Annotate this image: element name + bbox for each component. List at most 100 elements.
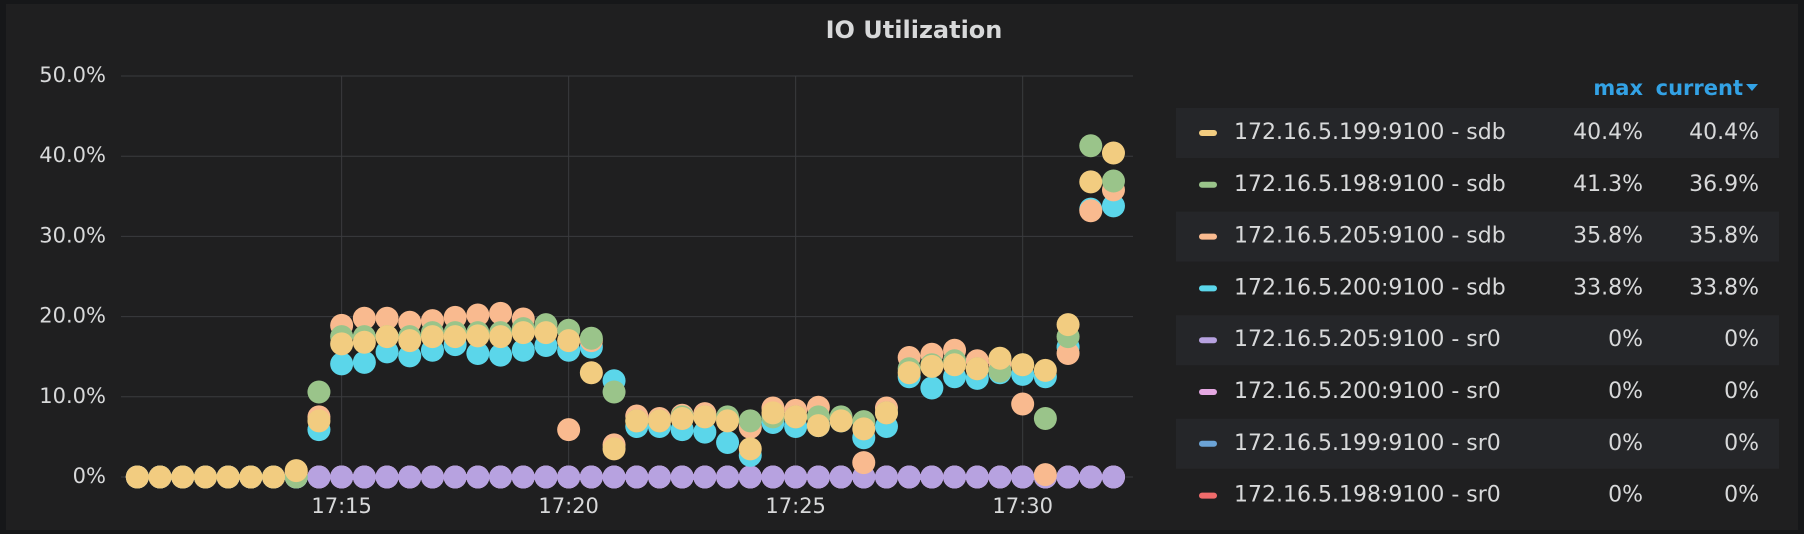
legend-label[interactable]: 172.16.5.205:9100 - sdb (1234, 224, 1506, 249)
x-tick-label: 17:15 (311, 494, 372, 518)
y-tick-label: 0% (73, 464, 106, 488)
data-point (307, 409, 331, 433)
legend-label[interactable]: 172.16.5.200:9100 - sr0 (1234, 379, 1501, 404)
data-point (579, 361, 603, 385)
legend-max: 41.3% (1573, 172, 1643, 197)
data-point (602, 437, 626, 461)
legend-current: 0% (1724, 379, 1759, 404)
x-tick-label: 17:25 (765, 494, 826, 518)
legend-label[interactable]: 172.16.5.200:9100 - sdb (1234, 275, 1506, 300)
legend-label[interactable]: 172.16.5.205:9100 - sr0 (1234, 327, 1501, 352)
sort-icon[interactable] (1746, 84, 1758, 91)
data-point (738, 465, 762, 489)
data-point (557, 329, 581, 353)
data-point (1011, 353, 1035, 377)
legend-row-background (1176, 418, 1779, 469)
data-point (330, 465, 354, 489)
data-point (125, 465, 149, 489)
data-point (693, 405, 717, 429)
data-point (920, 376, 944, 400)
data-point (1079, 465, 1103, 489)
data-point (466, 324, 490, 348)
legend-label[interactable]: 172.16.5.198:9100 - sdb (1234, 172, 1506, 197)
legend-swatch[interactable] (1199, 389, 1217, 395)
data-point (375, 306, 399, 330)
data-point (239, 465, 263, 489)
legend-current: 0% (1724, 431, 1759, 456)
legend-max: 40.4% (1573, 120, 1643, 145)
data-point (806, 465, 830, 489)
data-point (784, 405, 808, 429)
data-point (625, 465, 649, 489)
data-point (579, 465, 603, 489)
data-point (716, 409, 740, 433)
legend-swatch[interactable] (1199, 181, 1217, 188)
data-point (1079, 134, 1103, 158)
data-point (920, 465, 944, 489)
y-tick-label: 10.0% (39, 384, 106, 408)
x-tick-label: 17:30 (992, 494, 1053, 518)
legend-max: 0% (1608, 431, 1643, 456)
data-point (988, 346, 1012, 370)
data-point (352, 350, 376, 374)
data-point (829, 465, 853, 489)
legend-current: 36.9% (1689, 172, 1759, 197)
data-point (307, 465, 331, 489)
data-point (557, 465, 581, 489)
data-point (375, 465, 399, 489)
data-point (1011, 392, 1035, 416)
y-tick-label: 20.0% (39, 304, 106, 328)
data-point (943, 353, 967, 377)
data-point (466, 303, 490, 327)
data-point (216, 465, 240, 489)
data-point (965, 357, 989, 381)
data-point (852, 451, 876, 475)
data-point (1056, 341, 1080, 365)
data-point (466, 341, 490, 365)
data-point (1079, 199, 1103, 223)
data-point (920, 354, 944, 378)
legend-label[interactable]: 172.16.5.199:9100 - sr0 (1234, 431, 1501, 456)
data-point (352, 306, 376, 330)
data-point (443, 465, 467, 489)
data-point (148, 465, 172, 489)
data-point (193, 465, 217, 489)
data-point (693, 465, 717, 489)
y-tick-label: 50.0% (39, 63, 106, 87)
legend-swatch[interactable] (1199, 130, 1217, 136)
legend-swatch[interactable] (1199, 285, 1217, 292)
legend-header[interactable]: current (1656, 76, 1743, 100)
data-point (1101, 194, 1125, 218)
legend-swatch[interactable] (1199, 233, 1217, 240)
data-point (647, 465, 671, 489)
data-point (716, 465, 740, 489)
data-point (330, 332, 354, 356)
data-point (852, 417, 876, 441)
data-point (829, 409, 853, 433)
data-point (1056, 465, 1080, 489)
data-point (489, 343, 513, 367)
data-point (602, 465, 626, 489)
data-point (897, 465, 921, 489)
data-point (738, 409, 762, 433)
legend-label[interactable]: 172.16.5.199:9100 - sdb (1234, 120, 1506, 145)
legend-swatch[interactable] (1199, 440, 1217, 447)
data-point (284, 459, 308, 483)
data-point (489, 325, 513, 349)
data-point (761, 401, 785, 425)
legend-header[interactable]: max (1593, 76, 1643, 100)
legend-swatch[interactable] (1199, 492, 1217, 499)
data-point (1101, 169, 1125, 193)
data-point (716, 431, 740, 455)
data-point (670, 465, 694, 489)
data-point (511, 338, 535, 362)
data-point (557, 418, 581, 442)
legend-label[interactable]: 172.16.5.198:9100 - sr0 (1234, 483, 1501, 508)
data-point (806, 414, 830, 438)
data-point (1011, 465, 1035, 489)
legend-swatch[interactable] (1199, 337, 1217, 344)
data-point (466, 465, 490, 489)
data-point (398, 465, 422, 489)
legend-max: 0% (1608, 483, 1643, 508)
y-tick-label: 30.0% (39, 223, 106, 247)
